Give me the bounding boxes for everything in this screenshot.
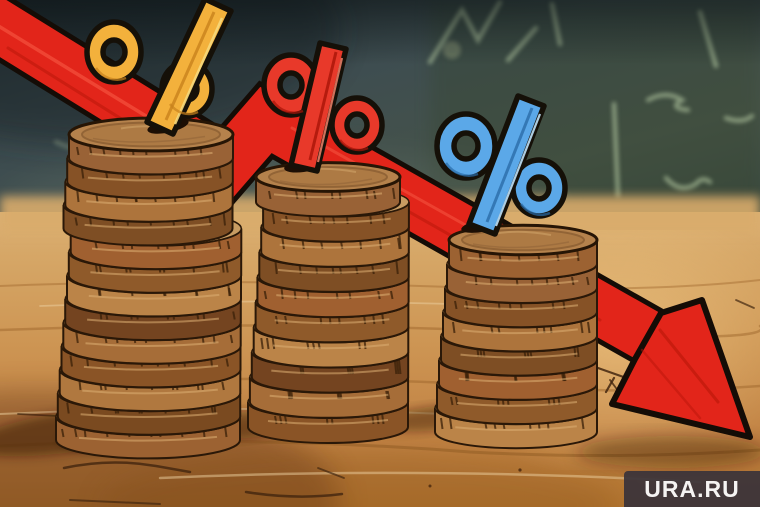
arrow-shadow: [577, 436, 760, 468]
percent-ring: [329, 95, 385, 155]
chalk-scribble: [645, 92, 691, 113]
percent-streak: [494, 113, 542, 227]
coin-stack-medium: [247, 161, 410, 444]
percent-streak: [308, 51, 338, 161]
percent-slash: [288, 40, 349, 174]
table-bottom-shade: [100, 450, 620, 507]
percent-shading: [168, 103, 199, 116]
coin-stack-short: [434, 223, 599, 450]
chalk-line: [723, 113, 755, 123]
percent-ring: [434, 111, 498, 181]
coin-top-face: [254, 161, 402, 193]
percent-symbol-red: [261, 40, 385, 174]
percent-ring: [84, 19, 144, 85]
trend-arrow: [0, 0, 753, 440]
percent-shading: [444, 162, 479, 177]
percent-streak: [164, 11, 216, 121]
percent-streak: [485, 107, 534, 223]
chalk-scribble: [663, 175, 713, 191]
percent-shading: [94, 67, 127, 81]
percent-ring: [510, 157, 568, 219]
percent-shading: [271, 100, 304, 114]
percent-streak: [173, 17, 224, 125]
percent-shading: [338, 139, 369, 152]
coin-stack-tall: [55, 116, 243, 460]
arrow-head: [609, 297, 753, 440]
watermark-ura-ru: URA.RU: [624, 471, 760, 507]
watermark-text: URA.RU: [644, 475, 740, 502]
percent-slash: [466, 93, 547, 237]
percent-symbol-blue: [434, 93, 568, 237]
percent-shading: [519, 203, 551, 217]
percent-symbol-yellow: [84, 0, 234, 137]
arrow-shaft: [0, 0, 661, 359]
chalk-axis: [611, 101, 621, 199]
percent-streak: [316, 57, 344, 163]
